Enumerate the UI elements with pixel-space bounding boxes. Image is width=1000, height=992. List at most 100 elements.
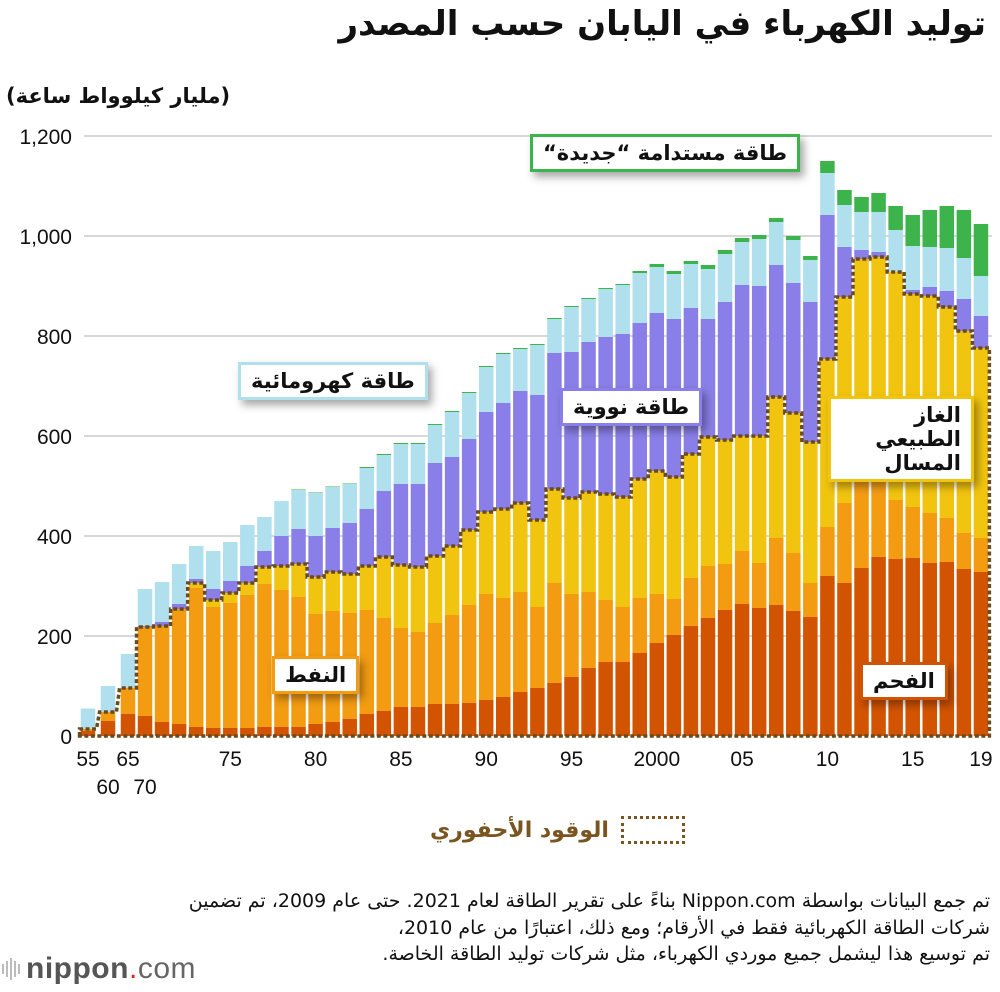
bar-segment-hydro (700, 269, 716, 319)
bar-segment-hydro (632, 273, 647, 323)
bar-segment-renewables (905, 215, 920, 246)
bar-segment-oil (666, 599, 682, 635)
bar-segment-renewables (444, 411, 460, 412)
bar-segment-nuclear (171, 604, 187, 609)
bar-segment-hydro (240, 525, 255, 566)
bar-segment-hydro (376, 455, 392, 491)
logo-name: nippon (26, 952, 129, 985)
bar-segment-coal (325, 722, 340, 736)
bar-segment-nuclear (444, 457, 460, 546)
bar-segment-renewables (342, 483, 357, 484)
bar-segment-renewables (768, 218, 784, 222)
bar-segment-nuclear (973, 316, 989, 348)
bar-segment-nuclear (291, 529, 306, 564)
x-tick-label: 85 (389, 748, 412, 771)
note-line-2: شركات الطاقة الكهربائية فقط في الأرقام؛ … (397, 916, 990, 939)
bar-segment-coal (700, 618, 716, 736)
bar-segment-oil (717, 564, 733, 610)
bar-segment-coal (888, 559, 903, 736)
bar-segment-oil (444, 615, 460, 704)
bar-segment-nuclear (513, 391, 528, 503)
bar-segment-renewables (496, 353, 511, 354)
bar-segment-lng (513, 503, 528, 592)
bar-segment-oil (751, 563, 767, 608)
y-tick-label: 1,000 (19, 226, 72, 249)
bar-segment-hydro (751, 239, 767, 286)
bar-segment-coal (257, 727, 272, 736)
label-coal: الفحم (860, 662, 948, 701)
bar-segment-coal (376, 711, 392, 736)
bar-segment-coal (444, 704, 460, 736)
bar-segment-nuclear (956, 299, 972, 331)
bar-segment-lng (291, 564, 306, 597)
bar-segment-nuclear (871, 252, 886, 257)
bar-segment-nuclear (768, 265, 784, 397)
bar-segment-hydro (973, 276, 989, 316)
bar-segment-hydro (325, 487, 340, 528)
bar-segment-hydro (223, 542, 238, 581)
bar-segment-coal (308, 724, 323, 736)
bar-segment-nuclear (154, 622, 170, 626)
bar-segment-renewables (666, 271, 682, 274)
y-axis-unit-label: (مليار كيلوواط ساعة) (6, 84, 231, 108)
bar-segment-hydro (939, 248, 955, 291)
bar-segment-lng (325, 572, 340, 611)
bar-segment-nuclear (751, 286, 767, 436)
bar-segment-oil (171, 609, 187, 724)
bar-segment-hydro (342, 484, 357, 523)
y-tick-label: 0 (60, 726, 72, 749)
label-renewables: طاقة مستدامة “جديدة“ (530, 134, 801, 173)
fossil-legend-swatch (620, 816, 685, 844)
x-axis-ticks: 55 60 65 70 75 80 85 90 95 2000 05 10 15 19 (76, 748, 992, 799)
bar-segment-hydro (137, 589, 153, 626)
bar-segment-hydro (564, 307, 579, 352)
bar-segment-lng (786, 413, 801, 553)
bar-segment-oil (137, 627, 153, 716)
bar-segment-oil (359, 610, 375, 714)
bar-segment-hydro (734, 242, 750, 285)
bar-segment-oil (598, 600, 613, 662)
bar-segment-nuclear (854, 250, 869, 259)
bar-segment-renewables (871, 193, 886, 212)
x-tick-label: 80 (304, 748, 327, 771)
bar-segment-nuclear (905, 290, 920, 294)
bar-segment-oil (803, 583, 818, 617)
bar-segment-coal (240, 728, 255, 736)
bar-segment-nuclear (325, 528, 340, 572)
x-tick-label: 65 (116, 748, 139, 771)
bar-segment-coal (956, 569, 972, 736)
bar-segment-hydro (188, 546, 204, 579)
bar-segment-lng (632, 479, 647, 598)
bar-segment-hydro (547, 319, 562, 353)
bar-segment-hydro (615, 285, 630, 334)
x-tick-label: 70 (133, 776, 156, 799)
bar-segment-coal (581, 668, 596, 736)
bar-segment-hydro (80, 708, 96, 729)
bar-segment-oil (478, 594, 494, 700)
bar-segment-hydro (478, 367, 494, 412)
bar-segment-oil (188, 588, 204, 727)
bar-segment-hydro (257, 517, 272, 551)
bar-segment-oil (496, 598, 511, 697)
bar-segment-lng (598, 494, 613, 600)
bar-segment-nuclear (734, 285, 750, 436)
bar-segment-renewables (291, 489, 306, 490)
bar-segment-coal (939, 562, 955, 736)
bar-segment-lng (700, 437, 716, 566)
bar-segment-nuclear (478, 412, 494, 512)
bar-segment-coal (683, 626, 699, 736)
bar-segment-lng (717, 440, 733, 564)
bar-segment-lng (530, 520, 545, 607)
y-tick-label: 600 (37, 426, 72, 449)
bar-segment-oil (461, 605, 477, 703)
bar-segment-lng (581, 492, 596, 592)
bar-segment-hydro (393, 444, 409, 484)
bar-segment-hydro (956, 258, 972, 299)
bar-segment-renewables (547, 318, 562, 319)
bar-segment-renewables (820, 161, 835, 173)
bar-segment-hydro (803, 260, 818, 302)
bar-segment-coal (410, 707, 426, 736)
bar-segment-coal (854, 568, 869, 736)
bar-segment-nuclear (837, 247, 852, 297)
bar-segment-oil (410, 632, 426, 707)
